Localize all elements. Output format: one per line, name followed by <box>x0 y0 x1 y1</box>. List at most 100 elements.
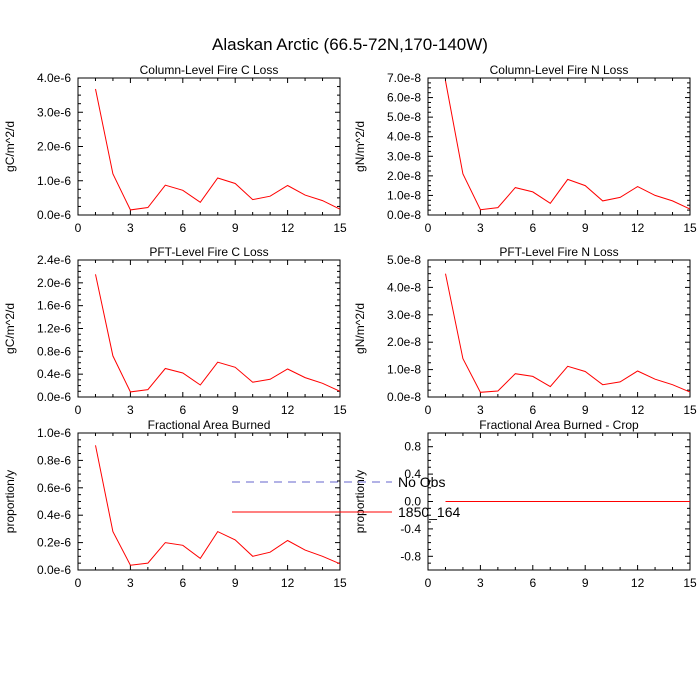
x-tick-label: 12 <box>631 403 645 417</box>
y-tick-label: 2.0e-6 <box>37 276 71 290</box>
y-tick-label: -0.4 <box>400 522 421 536</box>
x-tick-label: 3 <box>127 403 134 417</box>
panel-1: Column-Level Fire C Loss gC/m^2/d 0 3 6 9 12 15… <box>3 63 347 235</box>
y-tick-label: 5.0e-8 <box>387 110 421 124</box>
y-tick-label: 2.4e-6 <box>37 253 71 267</box>
y-tick-label: 1.0e-6 <box>37 174 71 188</box>
panel-title: Column-Level Fire N Loss <box>490 63 629 77</box>
y-tick-label: 0.8e-6 <box>37 344 71 358</box>
y-tick-label: 4.0e-8 <box>387 130 421 144</box>
y-tick-label: 2.0e-8 <box>387 169 421 183</box>
y-tick-label: 0.6e-6 <box>37 481 71 495</box>
x-tick-label: 0 <box>425 221 432 235</box>
x-tick-label: 3 <box>477 403 484 417</box>
y-tick-label: 0.8 <box>404 440 421 454</box>
y-tick-label: 5.0e-8 <box>387 253 421 267</box>
y-tick-label: 0.0e-6 <box>37 208 71 222</box>
x-tick-label: 0 <box>75 403 82 417</box>
y-axis-label: proportion/y <box>353 470 367 533</box>
y-tick-label: 0.0e-8 <box>387 208 421 222</box>
plot-frame <box>77 259 341 398</box>
series-line-1850-164 <box>445 80 691 211</box>
y-tick-label: 1.6e-6 <box>37 299 71 313</box>
panels: Column-Level Fire C Loss gC/m^2/d 0 3 6 9 12 15… <box>3 63 697 590</box>
plot-frame <box>77 432 341 571</box>
series-line-1850-164 <box>95 274 341 393</box>
panel-2: Column-Level Fire N Loss gN/m^2/d 0 3 6 9 12 15… <box>353 63 697 235</box>
y-tick-label: 0.4 <box>404 467 421 481</box>
y-tick-label: 0.4e-6 <box>37 508 71 522</box>
x-tick-label: 15 <box>333 221 347 235</box>
x-tick-label: 15 <box>333 576 347 590</box>
plot-frame <box>77 77 341 216</box>
y-tick-label: 0.4e-6 <box>37 367 71 381</box>
x-tick-label: 6 <box>179 576 186 590</box>
x-tick-label: 15 <box>683 221 697 235</box>
y-axis-label: gN/m^2/d <box>353 303 367 354</box>
y-tick-label: 1.2e-6 <box>37 322 71 336</box>
panel-title: Column-Level Fire C Loss <box>140 63 279 77</box>
x-tick-label: 9 <box>582 576 589 590</box>
panel-title: PFT-Level Fire N Loss <box>499 245 618 259</box>
legend: No Obs 1850_164 <box>232 474 461 520</box>
x-tick-label: 12 <box>281 403 295 417</box>
x-tick-label: 3 <box>127 576 134 590</box>
panel-title: Fractional Area Burned - Crop <box>479 418 639 432</box>
y-axis-label: gN/m^2/d <box>353 121 367 172</box>
y-axis-label: gC/m^2/d <box>3 121 17 172</box>
series-line-1850-164 <box>95 88 341 211</box>
x-tick-label: 12 <box>631 221 645 235</box>
x-tick-label: 9 <box>232 221 239 235</box>
panel-4: PFT-Level Fire N Loss gN/m^2/d 0 3 6 9 12 15 0.0… <box>353 245 697 417</box>
y-tick-label: 2.0e-8 <box>387 335 421 349</box>
x-tick-label: 6 <box>529 403 536 417</box>
x-tick-label: 6 <box>529 221 536 235</box>
figure-title: Alaskan Arctic (66.5-72N,170-140W) <box>212 35 488 54</box>
y-tick-label: 0.2e-6 <box>37 536 71 550</box>
y-tick-label: 0.8e-6 <box>37 453 71 467</box>
x-tick-label: 0 <box>425 576 432 590</box>
x-tick-label: 9 <box>232 576 239 590</box>
y-tick-label: 3.0e-8 <box>387 308 421 322</box>
x-tick-label: 9 <box>582 221 589 235</box>
legend-label-1850-164: 1850_164 <box>398 504 461 520</box>
y-tick-label: 0.0e-6 <box>37 390 71 404</box>
x-tick-label: 6 <box>529 576 536 590</box>
x-tick-label: 0 <box>75 576 82 590</box>
y-tick-label: 7.0e-8 <box>387 71 421 85</box>
legend-label-no-obs: No Obs <box>398 474 445 490</box>
x-tick-label: 0 <box>75 221 82 235</box>
plot-frame <box>427 77 691 216</box>
x-tick-label: 15 <box>333 403 347 417</box>
x-tick-label: 0 <box>425 403 432 417</box>
y-tick-label: 2.0e-6 <box>37 140 71 154</box>
panel-title: Fractional Area Burned <box>148 418 271 432</box>
x-tick-label: 12 <box>281 221 295 235</box>
x-tick-label: 3 <box>127 221 134 235</box>
y-tick-label: 3.0e-8 <box>387 149 421 163</box>
x-tick-label: 9 <box>232 403 239 417</box>
y-axis-label: gC/m^2/d <box>3 303 17 354</box>
x-tick-label: 9 <box>582 403 589 417</box>
y-tick-label: 0.0 <box>404 495 421 509</box>
y-tick-label: 1.0e-8 <box>387 363 421 377</box>
y-tick-label: 3.0e-6 <box>37 105 71 119</box>
panel-3: PFT-Level Fire C Loss gC/m^2/d 0 3 6 9 12 15 0.0… <box>3 245 347 417</box>
series-line-1850-164 <box>445 273 691 393</box>
panel-6: Fractional Area Burned - Crop proportion/… <box>353 418 697 590</box>
panel-5: Fractional Area Burned proportion/y 0 3 6 9 12… <box>3 418 347 590</box>
y-tick-label: 0.0e-6 <box>37 563 71 577</box>
y-tick-label: 0.0e-8 <box>387 390 421 404</box>
y-tick-label: 6.0e-8 <box>387 91 421 105</box>
y-tick-label: 4.0e-8 <box>387 280 421 294</box>
series-line-1850-164 <box>95 445 341 566</box>
y-tick-label: 1.0e-8 <box>387 188 421 202</box>
x-tick-label: 15 <box>683 576 697 590</box>
x-tick-label: 3 <box>477 576 484 590</box>
x-tick-label: 3 <box>477 221 484 235</box>
y-axis-label: proportion/y <box>3 470 17 533</box>
y-tick-label: -0.8 <box>400 549 421 563</box>
x-tick-label: 6 <box>179 221 186 235</box>
x-tick-label: 12 <box>631 576 645 590</box>
